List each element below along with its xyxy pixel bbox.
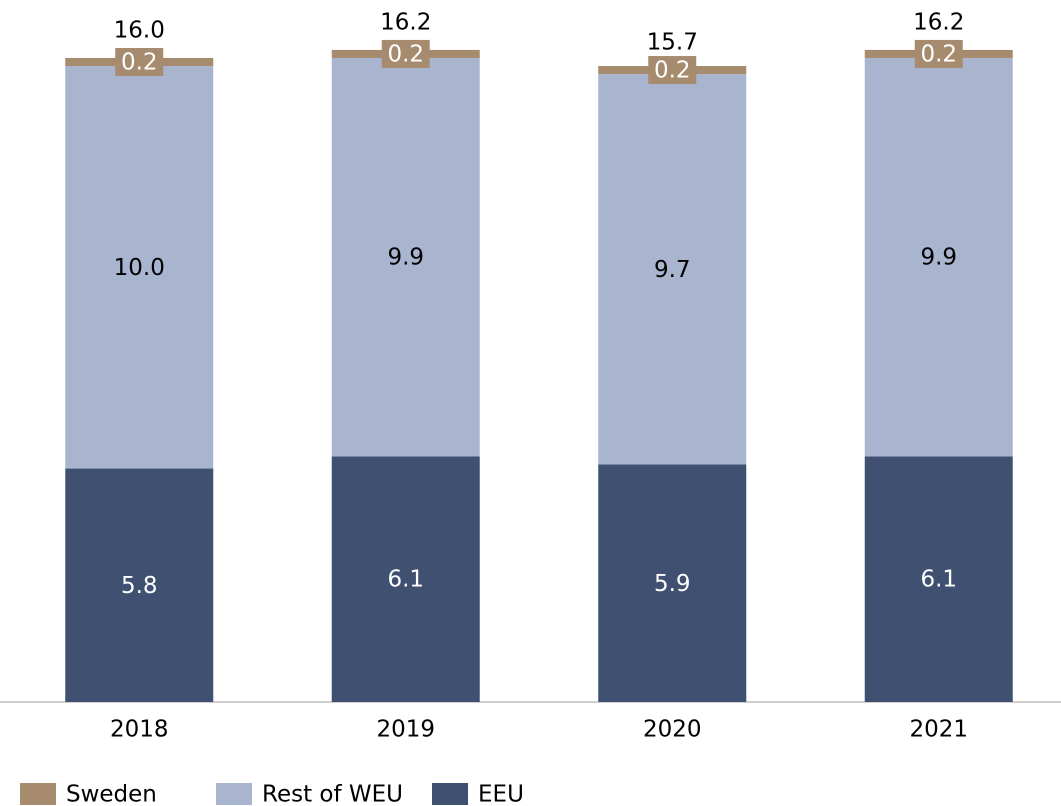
bar-segment	[331, 57, 480, 457]
bar-segment	[65, 468, 214, 702]
total-label: 15.7	[647, 30, 698, 56]
label-box	[914, 39, 963, 68]
data-label: 6.1	[387, 567, 424, 593]
x-tick-label: 2018	[110, 717, 169, 743]
data-label: 0.2	[654, 58, 691, 84]
bar-segment	[598, 464, 747, 702]
data-label: 9.9	[920, 245, 957, 271]
legend-label: Rest of WEU	[262, 782, 403, 806]
data-label: 0.2	[387, 41, 424, 67]
data-label: 6.1	[920, 567, 957, 593]
legend-swatch	[432, 783, 468, 805]
label-box	[115, 47, 164, 76]
total-label: 16.2	[380, 9, 431, 35]
bar-segment	[598, 74, 747, 465]
legend-label: Sweden	[66, 782, 157, 806]
bar-segment	[864, 57, 1013, 457]
data-label: 0.2	[920, 41, 957, 67]
x-tick-label: 2021	[909, 717, 968, 743]
legend-label: EEU	[478, 782, 524, 806]
data-label: 10.0	[114, 255, 165, 281]
label-box	[381, 39, 430, 68]
data-label: 5.9	[654, 571, 691, 597]
bar-segment	[864, 456, 1013, 702]
data-label: 9.9	[387, 245, 424, 271]
data-label: 0.2	[121, 49, 158, 75]
bar-segment	[65, 66, 214, 469]
data-label: 5.8	[121, 573, 158, 599]
x-tick-label: 2020	[643, 717, 702, 743]
label-box	[648, 56, 697, 85]
legend-swatch	[216, 783, 252, 805]
total-label: 16.2	[913, 9, 964, 35]
total-label: 16.0	[114, 17, 165, 43]
data-label: 9.7	[654, 257, 691, 283]
bar-segment	[331, 456, 480, 702]
legend-swatch	[20, 783, 56, 805]
x-tick-label: 2019	[376, 717, 435, 743]
